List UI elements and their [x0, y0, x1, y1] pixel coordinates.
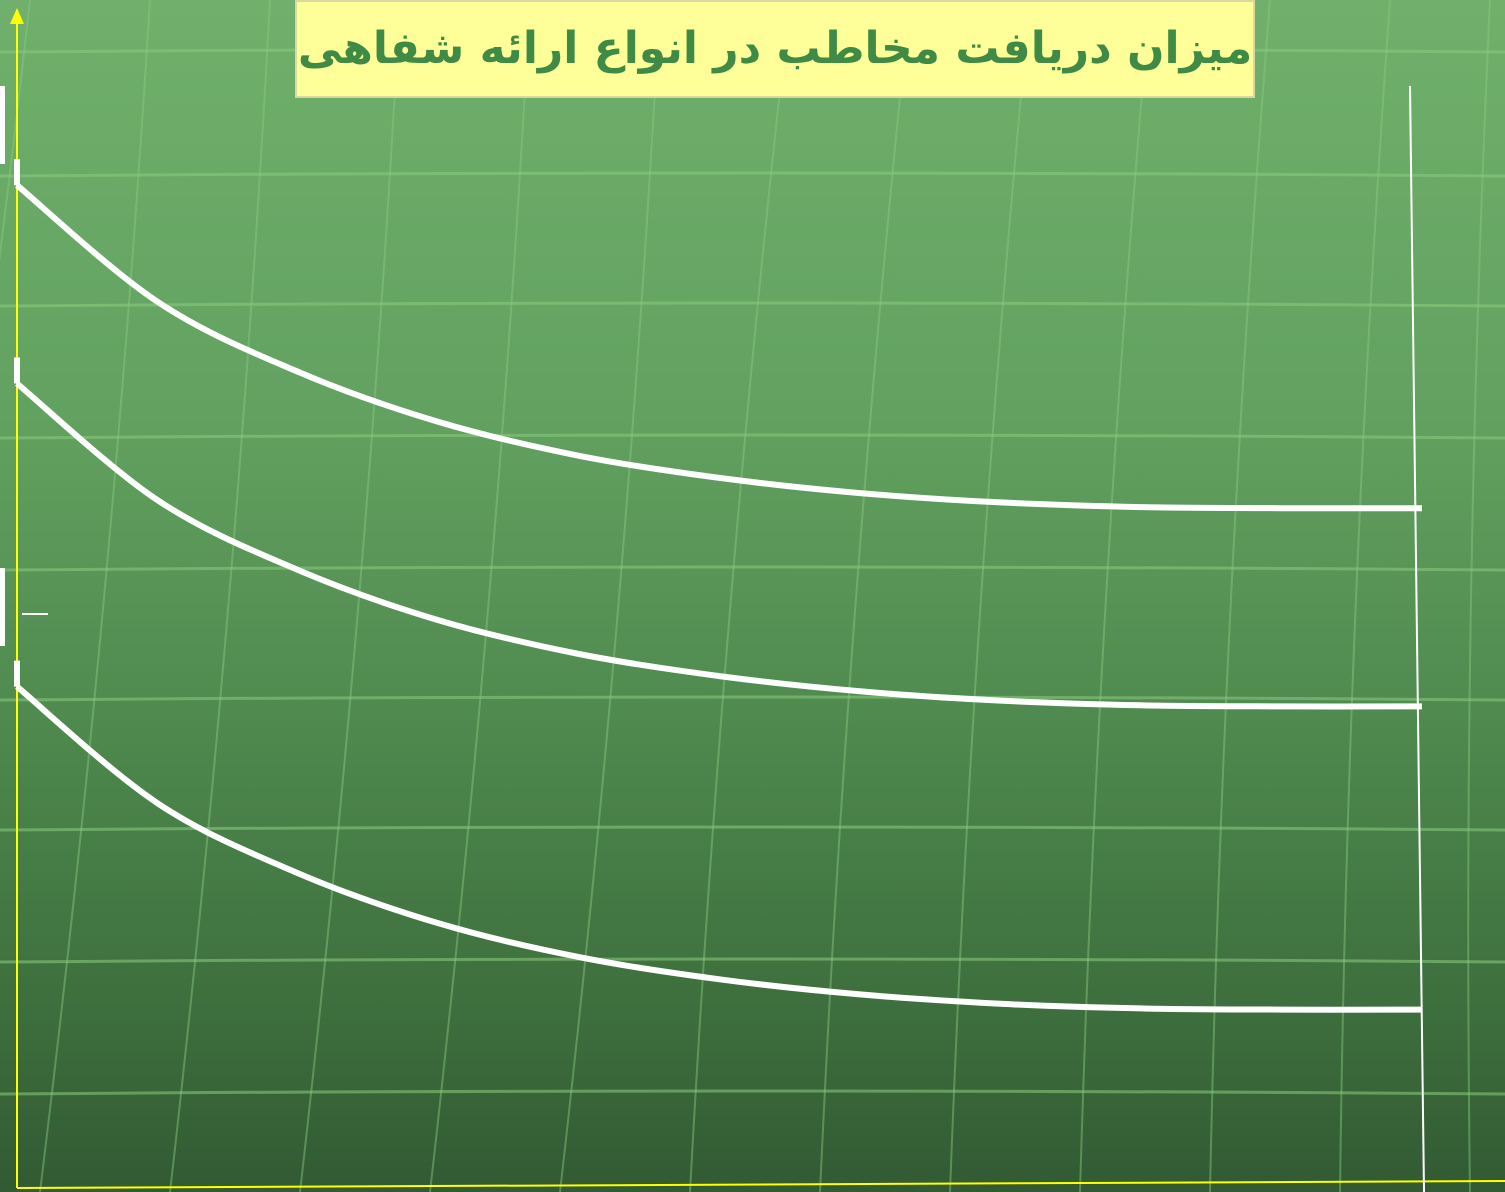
grid-h-line [0, 695, 1505, 702]
grid-v-line [429, 0, 531, 1192]
grid-v-line [0, 0, 31, 262]
grid-h-line [0, 301, 1505, 308]
x-axis [16, 1180, 1505, 1189]
grid-v-line [689, 0, 791, 1192]
left-edge-mark [0, 568, 5, 646]
grid-h-line [0, 957, 1505, 964]
title-box: میزان دریافت مخاطب در انواع ارائه شفاهی [295, 0, 1255, 98]
grid-v-line [1467, 0, 1491, 1192]
left-edge-mark [0, 86, 5, 164]
series-2-line [15, 381, 1423, 710]
grid-h-line [0, 825, 1505, 832]
grid-h-line [0, 565, 1505, 572]
y-axis-arrow [10, 8, 24, 24]
series-3-line [15, 684, 1423, 1013]
grid-h-line [0, 171, 1505, 178]
grid-v-line [819, 0, 911, 1192]
grid-v-line [169, 0, 271, 1192]
grid-v-line [1209, 0, 1271, 1192]
chart-title: میزان دریافت مخاطب در انواع ارائه شفاهی [297, 23, 1253, 74]
series-1-line [15, 182, 1423, 512]
grid-h-line [0, 433, 1505, 440]
grid-v-line [1079, 0, 1151, 1192]
end-marker-line [1409, 85, 1425, 1192]
grid-h-line [0, 1089, 1505, 1096]
grid-v-line [1339, 0, 1391, 1192]
grid-v-line [559, 0, 661, 1192]
grid-v-line [39, 0, 151, 1192]
grid-v-line [949, 0, 1031, 1192]
grid-v-line [299, 0, 401, 1192]
